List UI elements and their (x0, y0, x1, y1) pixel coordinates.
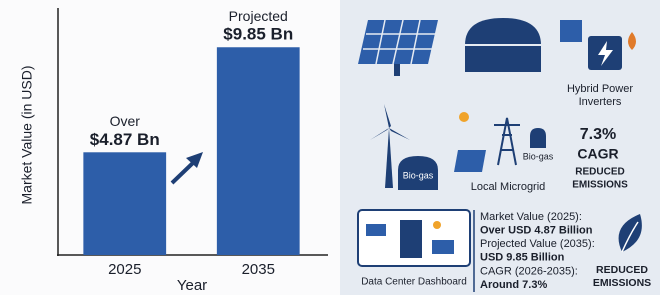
mini-solar-icon (560, 20, 582, 42)
x-tick-label: 2025 (108, 261, 141, 278)
mini-solar-icon (454, 150, 486, 172)
value-label: $9.85 Bn (223, 25, 293, 44)
y-axis-label: Market Value (in USD) (19, 65, 35, 204)
x-tick-label: 2035 (242, 261, 275, 278)
bar (217, 47, 300, 255)
icon-label: Hybrid Power (567, 83, 633, 95)
icon-label: Inverters (579, 96, 622, 108)
icon-label: REDUCED (596, 264, 648, 276)
icon-label: Bio-gas (403, 170, 434, 180)
biogas-tank-icon (530, 128, 546, 148)
cagr-label: CAGR (577, 146, 618, 162)
cagr-value: 7.3% (580, 126, 616, 143)
sun-icon (459, 112, 469, 122)
summary-line: USD 9.85 Billion (480, 252, 565, 264)
annotation: Projected (229, 8, 288, 24)
infographic: Market Value (in USD) Year 2025 Over$4.87… (0, 0, 660, 295)
icon-label: Local Microgrid (471, 181, 546, 193)
icon-label: EMISSIONS (572, 180, 628, 191)
summary-line: Projected Value (2035): (480, 238, 595, 250)
icon-label: EMISSIONS (593, 277, 651, 289)
summary-line: Around 7.3% (480, 279, 547, 291)
annotation: Over (110, 113, 141, 129)
bar (83, 152, 166, 255)
icon-label: Bio-gas (523, 151, 554, 161)
x-axis-label: Year (177, 277, 207, 294)
icon-label: Data Center Dashboard (361, 277, 467, 288)
summary-line: CAGR (2026-2035): (480, 265, 578, 277)
value-label: $4.87 Bn (90, 130, 160, 149)
icon-label: REDUCED (575, 167, 624, 178)
summary-line: Over USD 4.87 Billion (480, 225, 593, 237)
summary-line: Market Value (2025): (480, 211, 582, 223)
